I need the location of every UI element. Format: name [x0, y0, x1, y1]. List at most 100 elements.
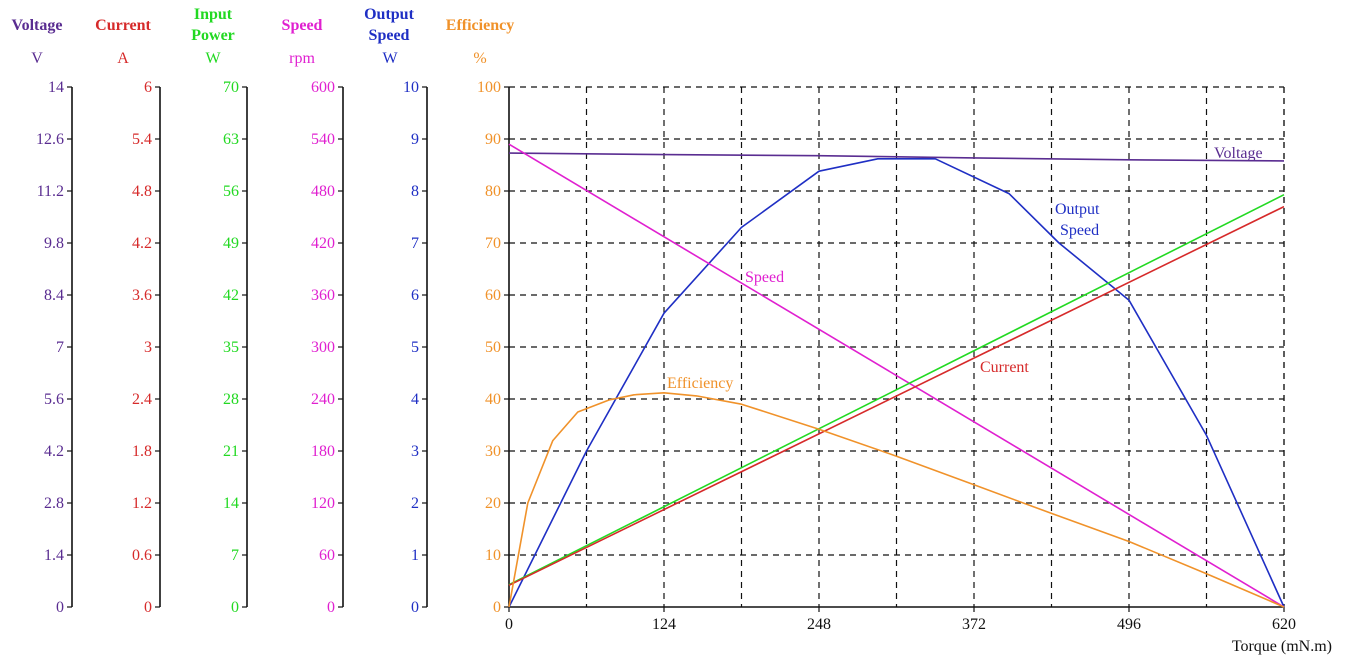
series-line-speed — [508, 143, 1285, 608]
y-tick-label: 6 — [411, 287, 419, 304]
y-tick-label: 20 — [485, 495, 501, 512]
x-tick-label: 124 — [652, 616, 676, 633]
axis-unit: rpm — [289, 50, 315, 67]
y-tick-label: 10 — [403, 79, 419, 96]
series-label-speed: Speed — [745, 269, 784, 286]
x-tick-label: 248 — [807, 616, 831, 633]
y-tick-label: 480 — [311, 183, 335, 200]
y-tick-label: 1 — [411, 547, 419, 564]
y-tick-label: 600 — [311, 79, 335, 96]
y-tick-label: 4.8 — [132, 183, 152, 200]
axis-unit: W — [382, 50, 398, 67]
y-tick-label: 5.6 — [44, 391, 64, 408]
axis-title: Power — [191, 27, 235, 44]
series-line-input_power — [508, 193, 1285, 586]
y-tick-label: 3 — [411, 443, 419, 460]
x-axis-title: Torque (mN.m) — [1232, 638, 1332, 655]
series-line-current — [508, 205, 1285, 587]
y-tick-label: 80 — [485, 183, 501, 200]
y-tick-label: 420 — [311, 235, 335, 252]
axis-title: Input — [194, 6, 233, 23]
y-tick-label: 14 — [223, 495, 239, 512]
y-tick-label: 360 — [311, 287, 335, 304]
y-tick-label: 60 — [485, 287, 501, 304]
y-axis-speed: 0 60 120 180 240 300 360 420 480 540 600 Speed rpm — [282, 17, 344, 616]
y-tick-label: 2 — [411, 495, 419, 512]
y-tick-label: 0.6 — [132, 547, 152, 564]
y-tick-label: 0 — [327, 599, 335, 616]
axis-title: Efficiency — [446, 17, 514, 34]
axis-title: Speed — [282, 17, 323, 34]
y-tick-label: 3 — [144, 339, 152, 356]
axis-title: Voltage — [12, 17, 63, 34]
series-lines — [508, 143, 1285, 608]
y-tick-label: 28 — [223, 391, 239, 408]
y-tick-label: 240 — [311, 391, 335, 408]
series-labels: Voltage Output Speed Speed Current Efficiency — [667, 145, 1263, 392]
y-tick-label: 50 — [485, 339, 501, 356]
y-tick-label: 0 — [411, 599, 419, 616]
y-tick-label: 60 — [319, 547, 335, 564]
series-label-efficiency: Efficiency — [667, 375, 733, 392]
y-tick-label: 63 — [223, 131, 239, 148]
y-tick-label: 30 — [485, 443, 501, 460]
y-tick-label: 4 — [411, 391, 419, 408]
y-axis-voltage: 0 1.4 2.8 4.2 5.6 7 8.4 9.8 11.2 12.6 14 Voltage V — [12, 17, 73, 616]
y-tick-label: 7 — [411, 235, 419, 252]
y-tick-label: 10 — [485, 547, 501, 564]
y-tick-label: 4.2 — [132, 235, 152, 252]
axis-unit: V — [31, 50, 43, 67]
y-tick-label: 11.2 — [37, 183, 64, 200]
y-axis-input_power: 0 7 14 21 28 35 42 49 56 63 70 Input Power W — [191, 6, 248, 616]
series-line-voltage — [508, 152, 1285, 162]
y-tick-label: 49 — [223, 235, 239, 252]
y-tick-label: 8.4 — [44, 287, 64, 304]
y-tick-label: 12.6 — [36, 131, 64, 148]
y-tick-label: 1.8 — [132, 443, 152, 460]
y-tick-label: 8 — [411, 183, 419, 200]
axis-title: Current — [95, 17, 151, 34]
y-tick-label: 180 — [311, 443, 335, 460]
y-tick-label: 120 — [311, 495, 335, 512]
y-tick-label: 0 — [231, 599, 239, 616]
y-tick-label: 42 — [223, 287, 239, 304]
axis-title: Speed — [369, 27, 410, 44]
y-tick-label: 5 — [411, 339, 419, 356]
y-tick-label: 0 — [144, 599, 152, 616]
y-tick-label: 40 — [485, 391, 501, 408]
series-label-output: Speed — [1060, 222, 1099, 239]
y-tick-label: 7 — [231, 547, 239, 564]
y-tick-label: 56 — [223, 183, 239, 200]
y-tick-label: 70 — [223, 79, 239, 96]
y-axis-efficiency: 0 10 20 30 40 50 60 70 80 90 100 Efficiency% — [446, 17, 514, 616]
y-tick-label: 0 — [56, 599, 64, 616]
series-label-voltage: Voltage — [1214, 145, 1263, 162]
x-tick-label: 0 — [505, 616, 513, 633]
y-tick-label: 21 — [223, 443, 239, 460]
axis-title: Output — [364, 6, 414, 23]
y-tick-label: 1.4 — [44, 547, 64, 564]
axis-unit: A — [117, 50, 129, 67]
y-tick-label: 4.2 — [44, 443, 64, 460]
y-tick-label: 1.2 — [132, 495, 152, 512]
y-tick-label: 9 — [411, 131, 419, 148]
series-label-current: Current — [980, 359, 1029, 376]
axis-unit: % — [473, 50, 486, 67]
x-tick-label: 496 — [1117, 616, 1141, 633]
x-tick-label: 372 — [962, 616, 986, 633]
y-tick-label: 5.4 — [132, 131, 152, 148]
series-line-output — [508, 158, 1285, 608]
plot-grid — [509, 86, 1285, 607]
y-tick-label: 3.6 — [132, 287, 152, 304]
y-tick-label: 7 — [56, 339, 64, 356]
y-tick-label: 0 — [493, 599, 501, 616]
y-tick-label: 540 — [311, 131, 335, 148]
y-tick-label: 14 — [48, 79, 64, 96]
y-tick-label: 9.8 — [44, 235, 64, 252]
y-axis-current: 0 0.6 1.2 1.8 2.4 3 3.6 4.2 4.8 5.4 6 Current A — [95, 17, 161, 616]
x-tick-label: 620 — [1272, 616, 1296, 633]
series-line-efficiency — [508, 391, 1285, 608]
y-tick-label: 6 — [144, 79, 152, 96]
y-tick-label: 90 — [485, 131, 501, 148]
